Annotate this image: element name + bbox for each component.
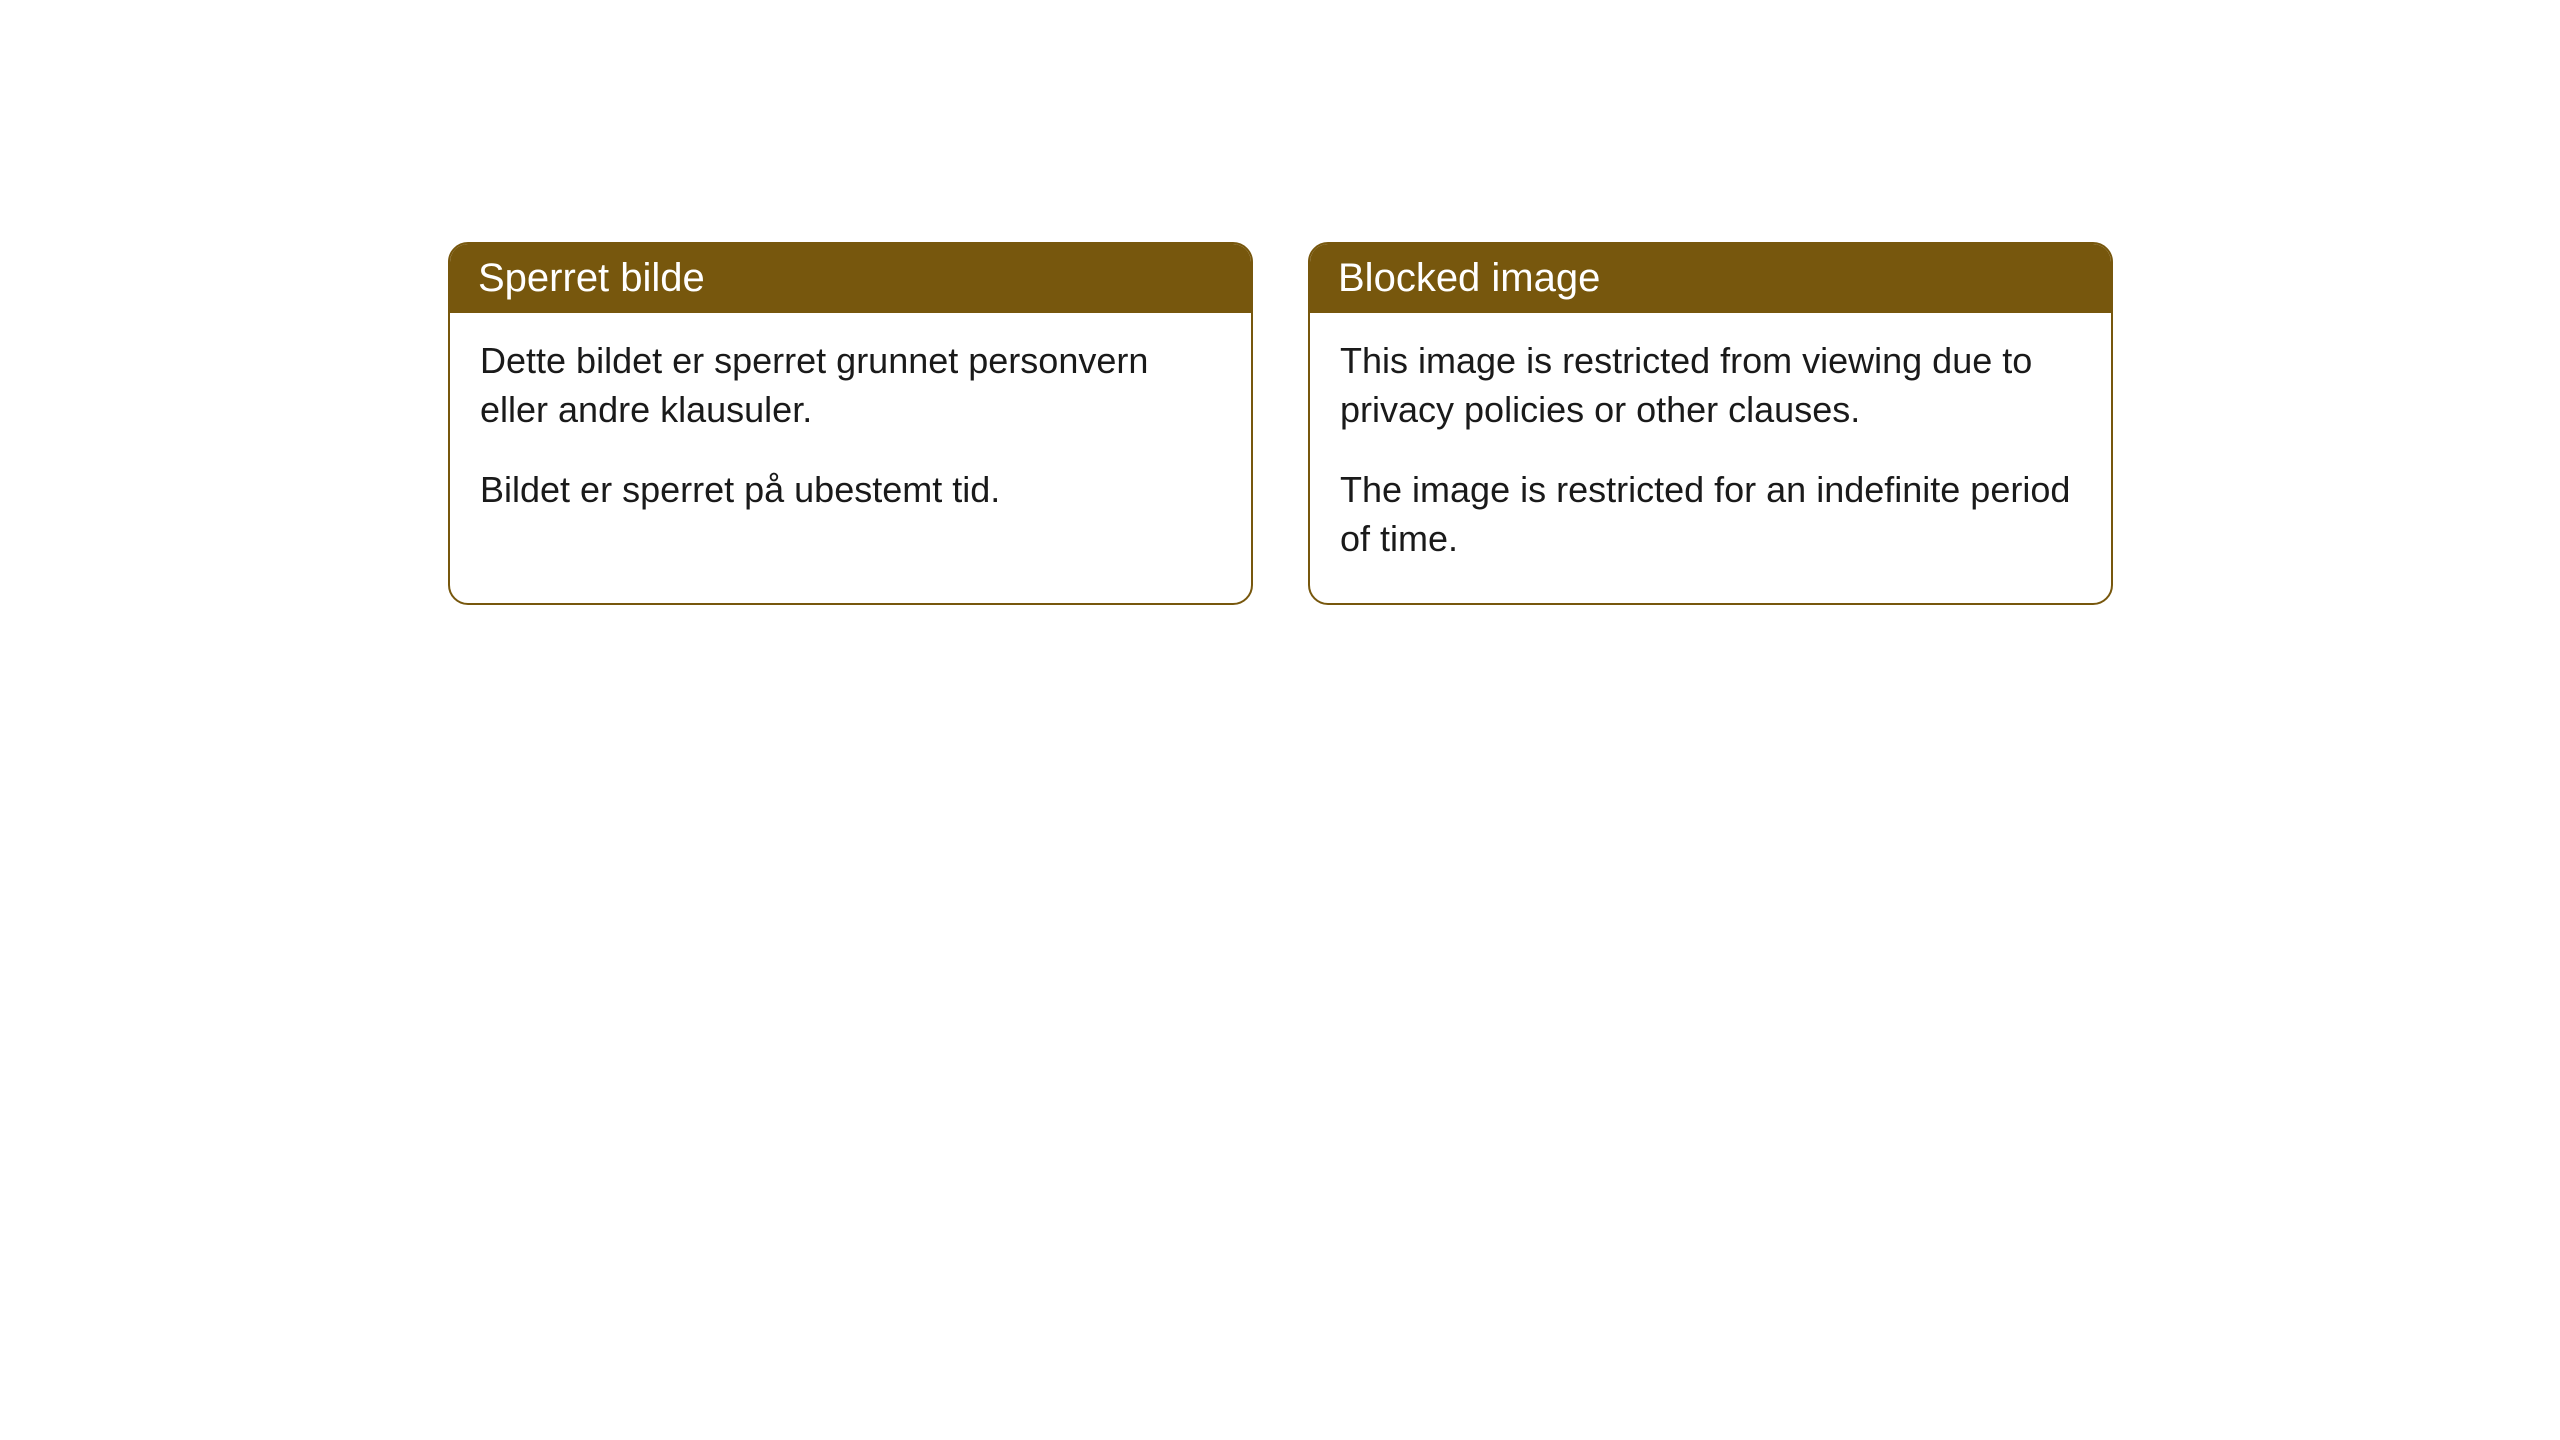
- card-paragraph-2-norwegian: Bildet er sperret på ubestemt tid.: [480, 466, 1221, 515]
- card-header-norwegian: Sperret bilde: [450, 244, 1251, 313]
- card-header-english: Blocked image: [1310, 244, 2111, 313]
- notice-cards-container: Sperret bilde Dette bildet er sperret gr…: [448, 242, 2113, 605]
- notice-card-english: Blocked image This image is restricted f…: [1308, 242, 2113, 605]
- card-paragraph-1-english: This image is restricted from viewing du…: [1340, 337, 2081, 434]
- card-title-norwegian: Sperret bilde: [478, 256, 705, 300]
- card-title-english: Blocked image: [1338, 256, 1600, 300]
- card-paragraph-2-english: The image is restricted for an indefinit…: [1340, 466, 2081, 563]
- card-body-english: This image is restricted from viewing du…: [1310, 313, 2111, 603]
- card-paragraph-1-norwegian: Dette bildet er sperret grunnet personve…: [480, 337, 1221, 434]
- card-body-norwegian: Dette bildet er sperret grunnet personve…: [450, 313, 1251, 555]
- notice-card-norwegian: Sperret bilde Dette bildet er sperret gr…: [448, 242, 1253, 605]
